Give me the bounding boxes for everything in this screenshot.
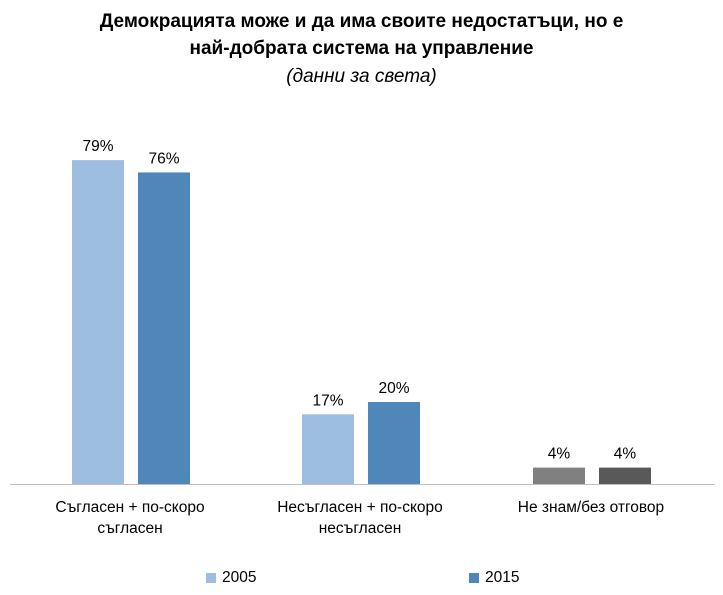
chart-subtitle: (данни за света) xyxy=(286,66,437,87)
bar-2005-category-3 xyxy=(533,467,585,484)
legend-swatch-2015 xyxy=(469,573,479,583)
bar-2005-category-2 xyxy=(302,414,354,484)
chart-title-line-1: Демокрацията може и да има своите недост… xyxy=(99,11,624,32)
legend-label-2015: 2015 xyxy=(485,569,520,586)
chart-title-line-2: най-добрата система на управление xyxy=(189,38,534,59)
bar-2005-category-1 xyxy=(72,160,124,484)
category-label-agree-line-1: Съгласен + по-скоро xyxy=(55,499,205,516)
bar-2015-category-1 xyxy=(138,172,190,484)
category-label-disagree: Несъгласен + по-скоро несъгласен xyxy=(240,497,480,539)
category-label-disagree-line-1: Несъгласен + по-скоро xyxy=(277,499,443,516)
data-label-2015-category-3: 4% xyxy=(614,446,637,463)
legend-swatch-2005 xyxy=(206,573,216,583)
category-label-disagree-line-2: несъгласен xyxy=(318,520,402,537)
data-label-2005-category-2: 17% xyxy=(312,392,343,409)
bar-2015-category-3 xyxy=(599,467,651,484)
legend-item-2015: 2015 xyxy=(469,568,519,588)
legend-item-2005: 2005 xyxy=(206,568,256,588)
category-label-agree-line-2: съгласен xyxy=(97,520,163,537)
data-label-2015-category-2: 20% xyxy=(378,380,409,397)
category-label-dont-know-line-1: Не знам/без отговор xyxy=(517,499,665,516)
data-label-2015-category-1: 76% xyxy=(148,150,179,167)
data-label-2005-category-1: 79% xyxy=(82,138,113,155)
data-label-2005-category-3: 4% xyxy=(548,446,571,463)
category-label-dont-know: Не знам/без отговор xyxy=(471,497,711,518)
category-label-agree: Съгласен + по-скоро съгласен xyxy=(10,497,250,539)
bar-2015-category-2 xyxy=(368,402,420,484)
legend-label-2005: 2005 xyxy=(222,569,257,586)
